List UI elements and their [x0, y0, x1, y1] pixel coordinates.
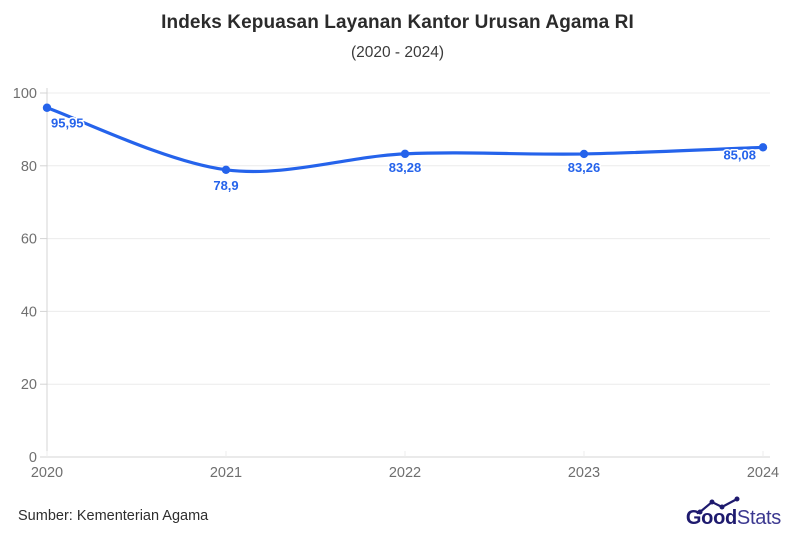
- data-label: 85,08: [723, 147, 756, 162]
- data-point-2022: [400, 149, 410, 159]
- y-axis-label: 20: [21, 377, 37, 393]
- y-axis-label: 80: [21, 159, 37, 175]
- data-label: 83,28: [389, 160, 422, 175]
- logo-text-stats: Stats: [736, 507, 781, 529]
- data-label: 78,9: [213, 178, 238, 193]
- data-point-2023: [579, 149, 589, 159]
- line-chart: 0 20 40 60 80 100 2020 2021 2022 2023 2024 95,95 78,…: [13, 86, 779, 481]
- x-axis-label: 2020: [31, 465, 63, 481]
- data-point-2020: [42, 103, 52, 112]
- data-point-2024: [758, 143, 768, 152]
- data-label: 83,26: [568, 160, 601, 175]
- chart-title: Indeks Kepuasan Layanan Kantor Urusan Ag…: [161, 12, 634, 33]
- data-point-2021: [221, 165, 231, 175]
- x-axis-label: 2021: [210, 465, 242, 481]
- chart-subtitle: (2020 - 2024): [350, 44, 445, 61]
- logo-sparkline-icon: [697, 496, 740, 515]
- y-axis-label: 0: [29, 450, 37, 466]
- y-axis-label: 100: [13, 86, 37, 102]
- x-axis-label: 2024: [747, 465, 779, 481]
- y-axis-label: 60: [21, 232, 37, 248]
- x-axis-label: 2023: [568, 465, 600, 481]
- y-axis-label: 40: [21, 304, 37, 320]
- x-axis-label: 2022: [389, 465, 421, 481]
- source-note: Sumber: Kementerian Agama: [18, 508, 209, 524]
- goodstats-logo: GoodStats: [686, 496, 781, 530]
- data-label: 95,95: [51, 116, 84, 131]
